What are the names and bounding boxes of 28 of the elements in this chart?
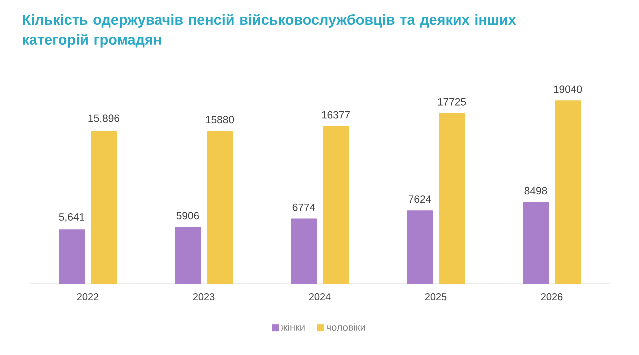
chart-title: Кількість одержувачів пенсій військовослужбовців та деяких інших категорій громадян [23, 14, 516, 48]
data-label: 15,896 [88, 114, 120, 124]
bar [439, 113, 466, 284]
bar [323, 126, 350, 284]
x-tick-label: 2024 [309, 294, 331, 301]
bar [91, 130, 118, 284]
data-label: 19040 [554, 86, 582, 94]
x-tick-label: 2026 [541, 294, 563, 301]
data-label: 17725 [438, 98, 466, 106]
bar [59, 230, 86, 284]
legend-label: жінки [281, 324, 305, 331]
bar [207, 131, 234, 284]
x-tick-label: 2022 [77, 294, 99, 301]
data-label: 5,641 [59, 214, 85, 222]
bar [523, 202, 550, 284]
bar [291, 218, 318, 284]
data-label: 6774 [292, 204, 316, 212]
bar [175, 227, 202, 284]
legend-label: чоловіки [327, 324, 366, 332]
x-tick-label: 2025 [425, 294, 447, 301]
data-label: 8498 [524, 187, 548, 195]
data-label: 5906 [176, 212, 200, 220]
data-label: 16377 [322, 111, 350, 119]
data-label: 7624 [408, 196, 432, 204]
data-label: 15880 [206, 116, 234, 124]
bar [407, 210, 434, 284]
x-tick-label: 2023 [193, 294, 215, 301]
bar [555, 100, 582, 284]
